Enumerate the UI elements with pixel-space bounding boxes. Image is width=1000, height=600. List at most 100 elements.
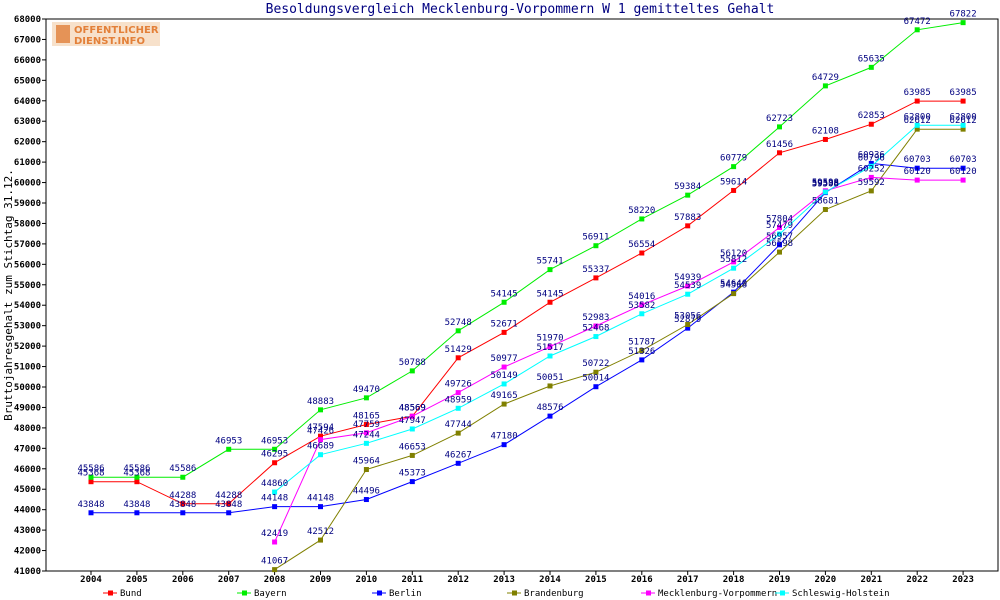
- x-tick-label: 2006: [172, 575, 194, 585]
- data-point-bayern: [639, 216, 645, 222]
- legend-label-bayern: Bayern: [254, 589, 287, 599]
- data-label-schleswig-holstein: 51517: [536, 343, 563, 353]
- legend-label-berlin: Berlin: [389, 589, 422, 599]
- data-label-brandenburg: 50722: [582, 359, 609, 369]
- logo-text-line1: OFFENTLICHER: [74, 25, 159, 36]
- data-point-schleswig-holstein: [685, 291, 691, 297]
- data-label-brandenburg: 62612: [950, 116, 977, 126]
- x-tick-label: 2007: [218, 575, 240, 585]
- y-tick-label: 42000: [14, 547, 41, 557]
- x-tick-label: 2021: [860, 575, 882, 585]
- data-point-bund: [731, 187, 737, 193]
- data-point-brandenburg: [639, 347, 645, 353]
- data-label-brandenburg: 45964: [353, 457, 380, 467]
- data-point-berlin: [134, 510, 140, 516]
- data-label-berlin: 59508: [812, 180, 839, 190]
- data-point-bund: [868, 121, 874, 127]
- data-label-berlin: 51326: [628, 347, 655, 357]
- data-point-mecklenburg-vorpommern: [455, 390, 461, 396]
- data-label-bund: 54145: [536, 289, 563, 299]
- data-label-bayern: 52748: [445, 318, 472, 328]
- data-label-brandenburg: 58681: [812, 197, 839, 207]
- x-tick-label: 2008: [264, 575, 286, 585]
- data-label-bund: 62108: [812, 126, 839, 136]
- data-label-mecklenburg-vorpommern: 47426: [307, 427, 334, 437]
- data-point-mecklenburg-vorpommern: [363, 430, 369, 436]
- data-point-berlin: [272, 504, 278, 510]
- data-point-berlin: [593, 384, 599, 390]
- y-tick-label: 47000: [14, 444, 41, 454]
- data-label-berlin: 44148: [261, 494, 288, 504]
- data-label-berlin: 60703: [904, 155, 931, 165]
- data-point-bayern: [914, 27, 920, 33]
- data-label-bayern: 45586: [123, 464, 150, 474]
- data-label-bayern: 46953: [215, 436, 242, 446]
- x-tick-label: 2019: [769, 575, 791, 585]
- data-label-bund: 61456: [766, 140, 793, 150]
- data-label-mecklenburg-vorpommern: 57804: [766, 214, 793, 224]
- data-label-mecklenburg-vorpommern: 60252: [858, 164, 885, 174]
- data-label-bund: 44288: [215, 491, 242, 501]
- data-point-mecklenburg-vorpommern: [318, 437, 323, 443]
- data-label-mecklenburg-vorpommern: 47759: [353, 420, 380, 430]
- data-label-schleswig-holstein: 46689: [307, 442, 334, 452]
- data-point-brandenburg: [914, 126, 920, 132]
- data-point-bund: [960, 98, 966, 104]
- data-label-bayern: 45586: [169, 464, 196, 474]
- data-point-berlin: [639, 357, 645, 363]
- data-point-bayern: [318, 407, 323, 413]
- legend-label-schleswig-holstein: Schleswig-Holstein: [792, 589, 890, 599]
- data-label-brandenburg: 47744: [445, 420, 472, 430]
- data-label-bayern: 49470: [353, 385, 380, 395]
- y-tick-label: 66000: [14, 56, 41, 66]
- legend-swatch-point-berlin: [377, 590, 382, 596]
- data-label-berlin: 43848: [123, 500, 150, 510]
- data-point-bayern: [501, 299, 507, 305]
- data-point-bund: [226, 501, 232, 507]
- data-label-bayern: 58220: [628, 206, 655, 216]
- data-label-bund: 48569: [399, 403, 426, 413]
- x-tick-label: 2016: [631, 575, 653, 585]
- data-point-mecklenburg-vorpommern: [777, 224, 782, 230]
- data-label-bund: 46295: [261, 450, 288, 460]
- data-label-bund: 62853: [858, 111, 885, 121]
- data-label-mecklenburg-vorpommern: 56120: [720, 249, 747, 259]
- series-line-bayern: [91, 22, 964, 478]
- y-axis-label: Bruttojahresgehalt zum Stichtag 31.12.: [2, 169, 15, 421]
- data-label-bayern: 48883: [307, 397, 334, 407]
- logo-mark: [56, 25, 70, 43]
- data-label-bayern: 65635: [858, 54, 885, 64]
- data-point-bund: [501, 329, 507, 335]
- data-label-schleswig-holstein: 59538: [812, 179, 839, 189]
- data-label-brandenburg: 53056: [674, 312, 701, 322]
- data-label-berlin: 43848: [77, 500, 104, 510]
- data-label-bund: 59614: [720, 177, 747, 187]
- data-point-bayern: [455, 328, 461, 334]
- y-axis: 41000 42000 43000 44000 45000 46000 47000 48000…: [14, 15, 46, 577]
- data-label-brandenburg: 54568: [720, 281, 747, 291]
- data-point-schleswig-holstein: [777, 231, 782, 237]
- data-point-schleswig-holstein: [914, 122, 920, 128]
- data-point-brandenburg: [685, 322, 691, 328]
- data-point-bayern: [134, 474, 140, 480]
- data-label-berlin: 46267: [445, 450, 472, 460]
- y-tick-label: 52000: [14, 342, 41, 352]
- series-line-berlin: [91, 162, 964, 514]
- legend-label-brandenburg: Brandenburg: [524, 589, 584, 599]
- x-tick-label: 2009: [310, 575, 332, 585]
- data-point-schleswig-holstein: [363, 440, 369, 446]
- data-label-bund: 52671: [491, 319, 518, 329]
- data-label-bayern: 45586: [77, 464, 104, 474]
- data-point-brandenburg: [822, 207, 828, 213]
- data-label-bund: 56554: [628, 240, 655, 250]
- data-point-berlin: [88, 510, 94, 516]
- data-label-brandenburg: 42512: [307, 527, 334, 537]
- data-point-bayern: [777, 124, 782, 130]
- legend-swatch-point-schleswig-holstein: [780, 590, 785, 596]
- data-label-berlin: 45373: [399, 469, 426, 479]
- data-label-schleswig-holstein: 52468: [582, 324, 609, 334]
- y-tick-label: 61000: [14, 158, 41, 168]
- data-label-bund: 48165: [353, 412, 380, 422]
- data-label-bayern: 62723: [766, 114, 793, 124]
